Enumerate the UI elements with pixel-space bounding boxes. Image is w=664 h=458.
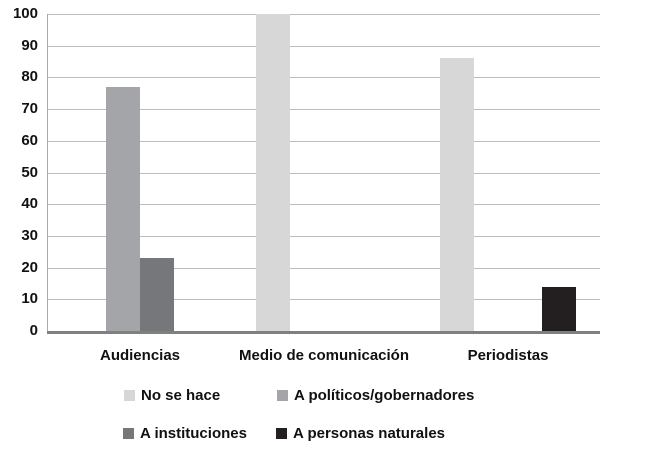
legend-swatch-personas-naturales bbox=[276, 428, 287, 439]
legend-swatch-no-se-hace bbox=[124, 390, 135, 401]
legend-label: A políticos/gobernadores bbox=[294, 387, 475, 404]
x-axis-category-label: Audiencias bbox=[99, 347, 181, 364]
legend-label: A instituciones bbox=[140, 425, 247, 442]
bar bbox=[440, 58, 474, 331]
bar bbox=[106, 86, 140, 331]
y-axis-tick-label: 20 bbox=[21, 258, 38, 276]
gridline bbox=[48, 140, 600, 142]
y-axis-tick-label: 60 bbox=[21, 131, 38, 149]
y-axis-tick-label: 10 bbox=[21, 290, 38, 308]
gridline bbox=[48, 109, 600, 111]
gridline bbox=[48, 267, 600, 269]
y-axis-tick-label: 50 bbox=[21, 163, 38, 181]
y-axis-tick-label: 40 bbox=[21, 195, 38, 213]
bar bbox=[256, 14, 290, 331]
x-axis-category-label: Periodistas bbox=[467, 347, 549, 364]
legend-swatch-instituciones bbox=[123, 428, 134, 439]
y-axis-tick-label: 80 bbox=[21, 68, 38, 86]
gridline bbox=[48, 45, 600, 47]
legend-swatch-politicos bbox=[277, 390, 288, 401]
gridline bbox=[48, 14, 600, 15]
legend-label: A personas naturales bbox=[293, 425, 445, 442]
bar bbox=[140, 258, 174, 331]
legend-item: No se hace bbox=[124, 388, 220, 404]
legend-item: A instituciones bbox=[123, 426, 247, 442]
legend-item: A políticos/gobernadores bbox=[277, 388, 474, 404]
y-axis-tick-label: 30 bbox=[21, 226, 38, 244]
y-axis-tick-label: 70 bbox=[21, 100, 38, 118]
y-axis-line bbox=[47, 14, 48, 331]
bar bbox=[542, 286, 576, 331]
gridline bbox=[48, 77, 600, 79]
x-axis-line bbox=[47, 331, 600, 334]
gridline bbox=[48, 172, 600, 174]
x-axis-category-label: Medio de comunicación bbox=[238, 347, 410, 364]
gridline bbox=[48, 299, 600, 301]
legend-item: A personas naturales bbox=[276, 426, 445, 442]
legend-label: No se hace bbox=[141, 387, 221, 404]
y-axis-tick-label: 90 bbox=[21, 36, 38, 54]
y-axis-tick-label: 0 bbox=[29, 322, 38, 339]
gridline bbox=[48, 235, 600, 237]
gridline bbox=[48, 204, 600, 206]
y-axis-tick-label: 100 bbox=[12, 5, 38, 22]
